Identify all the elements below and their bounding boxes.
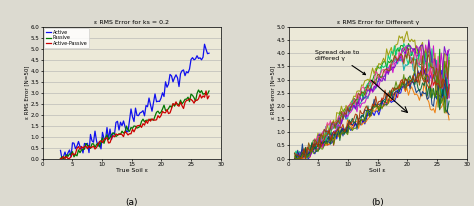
- Active: [88, 133, 93, 136]
- Passive: [86, 145, 92, 147]
- Passive: [200, 93, 206, 96]
- Active: [148, 104, 154, 106]
- Passive: [92, 146, 98, 149]
- Passive: [134, 127, 140, 129]
- Line: Active: Active: [61, 44, 209, 159]
- Active: [136, 114, 141, 117]
- Passive: [146, 119, 152, 122]
- Title: ε RMS Error for ks = 0.2: ε RMS Error for ks = 0.2: [94, 20, 169, 25]
- Line: Passive: Passive: [61, 90, 209, 159]
- Text: Spread due to
differed γ: Spread due to differed γ: [315, 50, 365, 75]
- Active: [94, 139, 100, 142]
- Passive: [194, 92, 200, 95]
- Active-Passive: [58, 157, 64, 160]
- Y-axis label: ε RMS error [N=50]: ε RMS error [N=50]: [270, 66, 275, 119]
- Active-Passive: [194, 99, 200, 102]
- Active: [58, 149, 64, 152]
- X-axis label: Soil ε: Soil ε: [369, 169, 386, 173]
- Active: [59, 157, 65, 160]
- Title: ε RMS Error for Different γ: ε RMS Error for Different γ: [337, 20, 419, 25]
- Active-Passive: [206, 95, 212, 97]
- Active-Passive: [134, 125, 140, 127]
- Active-Passive: [199, 97, 204, 99]
- Passive: [58, 157, 64, 160]
- Active-Passive: [203, 90, 209, 92]
- Active-Passive: [146, 118, 152, 120]
- Legend: Active, Passive, Active-Passive: Active, Passive, Active-Passive: [44, 28, 89, 48]
- Text: (a): (a): [126, 198, 138, 206]
- Line: Active-Passive: Active-Passive: [61, 91, 209, 159]
- Active: [206, 52, 212, 54]
- Passive: [196, 89, 201, 91]
- Active: [200, 56, 206, 59]
- Active: [201, 43, 207, 46]
- Active-Passive: [86, 145, 92, 147]
- Text: (b): (b): [372, 198, 384, 206]
- Passive: [206, 90, 212, 92]
- X-axis label: True Soil ε: True Soil ε: [116, 169, 148, 173]
- Active: [196, 57, 201, 60]
- Active-Passive: [92, 148, 98, 150]
- Y-axis label: ε RMS Error [N=50]: ε RMS Error [N=50]: [24, 66, 29, 119]
